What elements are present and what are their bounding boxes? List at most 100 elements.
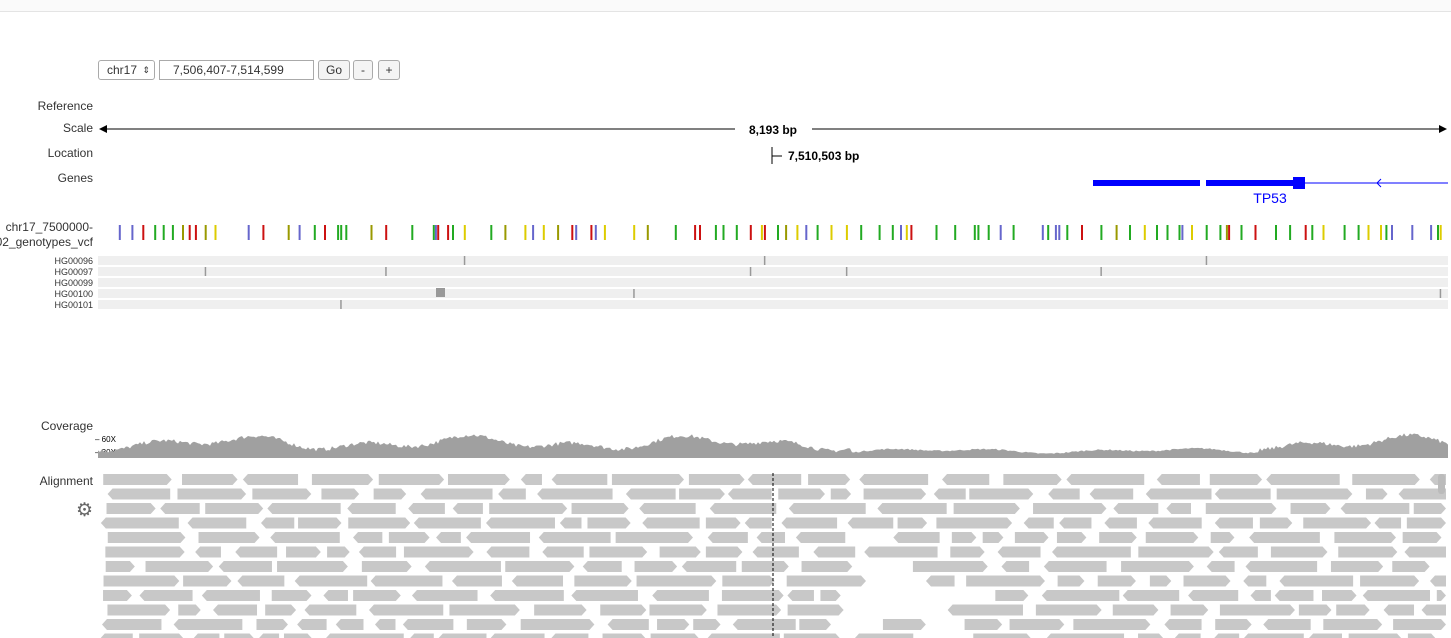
read — [1336, 604, 1370, 616]
read — [1360, 575, 1420, 587]
read — [353, 532, 383, 543]
read — [466, 619, 507, 630]
read — [741, 561, 789, 572]
read — [1205, 503, 1277, 514]
read — [1145, 532, 1199, 543]
genotype — [1205, 256, 1208, 265]
variant — [590, 225, 593, 240]
read — [451, 575, 502, 587]
variant — [1156, 225, 1158, 240]
go-button[interactable]: Go — [318, 60, 350, 80]
genotype — [385, 267, 387, 276]
chromosome-select[interactable]: chr17 ⇕ — [98, 60, 155, 80]
variant — [524, 225, 527, 240]
read — [551, 633, 589, 638]
read — [1097, 575, 1136, 587]
variant — [1322, 225, 1325, 240]
variant — [188, 225, 191, 240]
read — [1059, 517, 1092, 529]
read — [139, 590, 193, 601]
variant — [699, 225, 701, 240]
read — [1003, 474, 1062, 485]
read — [893, 532, 940, 543]
read — [942, 474, 990, 485]
variant — [490, 225, 493, 240]
read — [607, 619, 649, 630]
variant — [1115, 225, 1118, 240]
vcf-track-name: chr17_7500000- 02_genotypes_vcf — [0, 220, 93, 250]
vcf-name-line: chr17_7500000- — [5, 220, 93, 234]
variant — [845, 225, 848, 240]
top-bar — [0, 0, 1451, 12]
read — [100, 633, 133, 638]
read — [1122, 590, 1180, 601]
read — [198, 532, 260, 543]
read — [242, 474, 299, 485]
read — [559, 517, 582, 529]
variant — [1343, 225, 1346, 240]
variant — [154, 225, 157, 240]
read — [1402, 532, 1442, 543]
read — [237, 575, 285, 587]
variant — [603, 225, 606, 240]
read — [139, 633, 184, 638]
read — [571, 590, 638, 601]
locus-input[interactable]: 7,506,407-7,514,599 — [159, 60, 314, 80]
read — [783, 633, 840, 638]
read — [1066, 474, 1145, 485]
settings-gear[interactable]: ⚙ — [76, 500, 94, 521]
read — [788, 503, 866, 514]
read — [721, 590, 784, 601]
read — [744, 517, 772, 529]
read — [659, 546, 701, 558]
read — [534, 604, 587, 616]
read — [1112, 604, 1159, 616]
read — [424, 561, 501, 572]
variant — [337, 225, 340, 240]
read — [103, 590, 132, 601]
read — [1407, 633, 1436, 638]
variant — [763, 225, 766, 240]
read — [1259, 517, 1293, 529]
sample-label: HG00101 — [54, 300, 93, 310]
location-label: Location — [47, 146, 93, 160]
read — [897, 517, 928, 529]
genes-label: Genes — [57, 171, 93, 185]
variant — [935, 225, 938, 240]
read — [1348, 633, 1402, 638]
read — [286, 546, 321, 558]
location-text: 7,510,503 bp — [788, 149, 859, 163]
variant — [171, 225, 174, 240]
read — [847, 517, 894, 529]
read — [756, 532, 786, 543]
read — [820, 590, 841, 601]
read — [808, 474, 851, 485]
zoom-in-button[interactable]: + — [378, 60, 400, 80]
variant — [860, 225, 863, 240]
sample-row — [98, 256, 1448, 265]
zoom-out-button[interactable]: - — [353, 60, 373, 80]
read — [830, 488, 852, 500]
read — [650, 633, 699, 638]
variant — [1240, 225, 1243, 240]
read — [260, 517, 295, 529]
read — [639, 503, 696, 514]
read — [1338, 546, 1398, 558]
read — [1138, 633, 1164, 638]
variant — [973, 225, 976, 240]
read — [717, 604, 782, 616]
read — [1323, 619, 1383, 630]
read — [252, 488, 312, 500]
variant — [1012, 225, 1015, 240]
read — [259, 633, 280, 638]
variant — [1100, 225, 1103, 240]
read — [105, 546, 185, 558]
read — [864, 546, 938, 558]
read — [1215, 619, 1252, 630]
read — [323, 590, 348, 601]
read — [582, 561, 622, 572]
read — [103, 575, 180, 587]
variant — [714, 225, 717, 240]
read — [294, 575, 368, 587]
